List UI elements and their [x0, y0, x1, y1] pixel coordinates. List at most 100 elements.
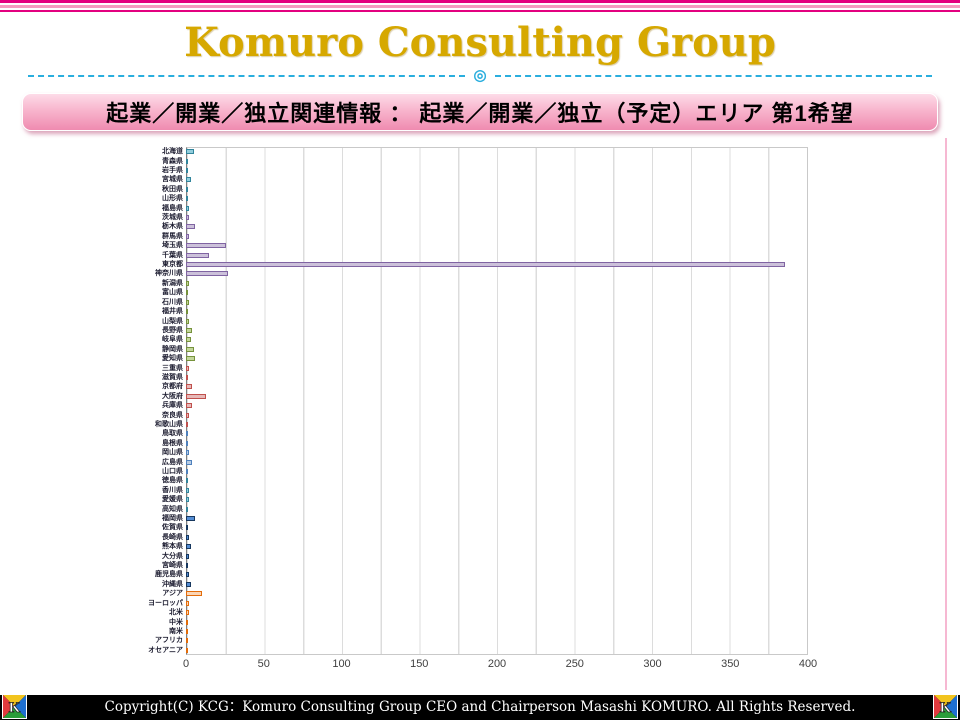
category-label: 栃木県: [162, 223, 183, 231]
chart-row: 高知県: [122, 504, 808, 513]
bar: [186, 563, 188, 569]
bar-track: [186, 316, 808, 325]
bar: [186, 299, 190, 305]
category-label: 山口県: [162, 468, 183, 476]
category-label: 神奈川県: [155, 270, 183, 278]
bar: [186, 233, 190, 239]
chart-row: オセアニア: [122, 646, 808, 655]
bar: [186, 196, 188, 202]
bar: [186, 243, 227, 249]
bar-track: [186, 250, 808, 259]
chart-row: 京都府: [122, 382, 808, 391]
bar-track: [186, 288, 808, 297]
category-label: 奈良県: [162, 411, 183, 419]
chart-row: 千葉県: [122, 250, 808, 259]
chart-row: 長野県: [122, 326, 808, 335]
bar: [186, 610, 190, 616]
chart-row: 中米: [122, 617, 808, 626]
chart-row: 東京都: [122, 260, 808, 269]
bar: [186, 280, 190, 286]
chart-row: 新潟県: [122, 279, 808, 288]
bar: [186, 478, 188, 484]
chart-row: 香川県: [122, 486, 808, 495]
chart-row: 南米: [122, 627, 808, 636]
category-label: 岐阜県: [162, 336, 183, 344]
bar-track: [186, 326, 808, 335]
category-label: 山形県: [162, 195, 183, 203]
chart-row: 岐阜県: [122, 335, 808, 344]
chart-rows: 北海道 青森県 岩手県 宮城県 秋田県 山形県 福島県 茨城県 栃木県 群馬県 埼玉県 千葉県 東京都神…: [122, 147, 808, 655]
kcg-logo-right: K: [933, 694, 958, 719]
chart-row: 山形県: [122, 194, 808, 203]
bar-track: [186, 617, 808, 626]
bar: [186, 384, 193, 390]
plot-area: [186, 147, 808, 655]
page-title: Komuro Consulting Group: [184, 19, 776, 66]
bar: [186, 374, 188, 380]
chart-row: 神奈川県: [122, 269, 808, 278]
chart-row: 三重県: [122, 363, 808, 372]
bar-track: [186, 514, 808, 523]
category-label: 岡山県: [162, 449, 183, 457]
bar: [186, 516, 196, 522]
chart-row: 沖縄県: [122, 580, 808, 589]
category-label: 京都府: [162, 383, 183, 391]
category-label: ヨーロッパ: [148, 599, 183, 607]
x-tick-label: 250: [565, 658, 584, 670]
bar-track: [186, 345, 808, 354]
bar: [186, 638, 188, 644]
bar-track: [186, 504, 808, 513]
category-label: 鹿児島県: [155, 571, 183, 579]
bar: [186, 497, 190, 503]
kcg-logo-left: K: [2, 694, 27, 719]
kcg-logo-icon: K: [934, 695, 957, 718]
category-label: 高知県: [162, 505, 183, 513]
chart-row: 石川県: [122, 298, 808, 307]
bar-track: [186, 420, 808, 429]
chart-row: 鹿児島県: [122, 570, 808, 579]
chart-row: 群馬県: [122, 232, 808, 241]
x-tick-label: 300: [643, 658, 662, 670]
category-label: 兵庫県: [162, 402, 183, 410]
bar-track: [186, 354, 808, 363]
bar-track: [186, 646, 808, 655]
bar-track: [186, 589, 808, 598]
kcg-logo-icon: K: [3, 695, 26, 718]
bar-track: [186, 439, 808, 448]
bar: [186, 186, 188, 192]
bar: [186, 469, 188, 475]
category-label: 大分県: [162, 552, 183, 560]
category-label: 愛知県: [162, 355, 183, 363]
bar-track: [186, 298, 808, 307]
bar-track: [186, 533, 808, 542]
bar: [186, 149, 194, 155]
category-label: 熊本県: [162, 543, 183, 551]
bar-track: [186, 307, 808, 316]
bar-track: [186, 213, 808, 222]
bar-track: [186, 401, 808, 410]
category-label: 福井県: [162, 308, 183, 316]
bar-track: [186, 363, 808, 372]
bar: [186, 628, 188, 634]
chart-row: 富山県: [122, 288, 808, 297]
footer-copyright: Copyright(C) KCG：Komuro Consulting Group…: [0, 695, 960, 720]
bar: [186, 450, 190, 456]
bar: [186, 271, 228, 277]
bar-track: [186, 608, 808, 617]
category-label: 鳥取県: [162, 430, 183, 438]
bar-track: [186, 241, 808, 250]
chart-row: 大分県: [122, 551, 808, 560]
bar-track: [186, 495, 808, 504]
category-label: 石川県: [162, 298, 183, 306]
category-label: オセアニア: [148, 646, 183, 654]
category-label: 埼玉県: [162, 242, 183, 250]
x-tick-label: 400: [798, 658, 818, 670]
bar-chart: 北海道 青森県 岩手県 宮城県 秋田県 山形県 福島県 茨城県 栃木県 群馬県 埼玉県 千葉県 東京都神…: [122, 147, 817, 673]
bar-track: [186, 222, 808, 231]
bar-track: [186, 627, 808, 636]
chart-row: 鳥取県: [122, 429, 808, 438]
bar-track: [186, 232, 808, 241]
bar-track: [186, 523, 808, 532]
bar: [186, 309, 188, 315]
bar: [186, 412, 190, 418]
